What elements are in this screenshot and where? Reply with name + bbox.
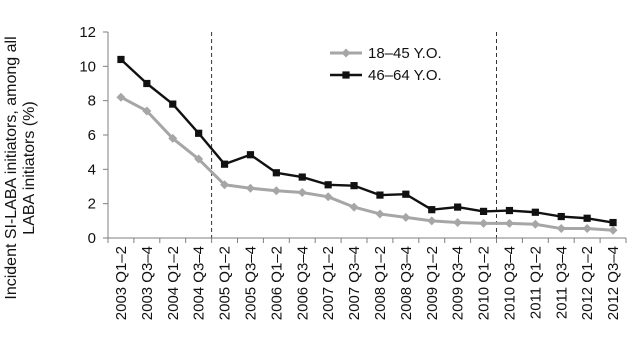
x-tick-label: 2009 Q1–2 <box>424 246 441 320</box>
data-point <box>168 133 178 143</box>
y-tick-label: 4 <box>88 161 96 178</box>
data-series <box>116 55 618 235</box>
y-tick-label: 6 <box>88 127 96 144</box>
x-tick-label: 2006 Q3–4 <box>294 246 311 320</box>
data-point <box>376 191 384 199</box>
y-axis-title-line-1: Incident SI-LABA initiators, among all <box>3 36 20 299</box>
data-point <box>556 224 566 234</box>
data-point <box>582 224 592 234</box>
legend-swatch-marker <box>342 71 350 79</box>
data-point <box>453 218 463 228</box>
data-point <box>427 216 437 226</box>
legend: 18–45 Y.O. 46–64 Y.O. <box>330 45 442 84</box>
y-tick-label: 2 <box>88 196 96 213</box>
y-axis-title-text: Incident SI-LABA initiators, among allLA… <box>3 36 38 299</box>
x-tick-label: 2003 Q3–4 <box>139 246 156 320</box>
legend-label: 46–64 Y.O. <box>368 67 442 84</box>
data-point <box>504 218 514 228</box>
x-tick-label: 2004 Q1–2 <box>165 246 182 320</box>
data-point <box>220 160 229 168</box>
x-tick-label: 2006 Q1–2 <box>268 246 285 320</box>
data-point <box>169 100 177 108</box>
data-point <box>530 219 540 229</box>
data-point <box>454 203 462 211</box>
y-tick-label: 12 <box>79 24 96 41</box>
data-point <box>323 192 333 202</box>
data-point <box>324 181 332 189</box>
x-tick-label: 2008 Q3–4 <box>398 246 415 320</box>
x-tick-label: 2003 Q1–2 <box>113 246 130 320</box>
data-point <box>195 129 203 137</box>
data-point <box>557 212 565 221</box>
data-point <box>143 79 151 88</box>
data-point <box>609 218 617 227</box>
data-point <box>505 206 514 215</box>
x-axis-ticks: 2003 Q1–2 2003 Q3–4 2004 Q1–2 2004 Q3–4 2005… <box>107 238 627 320</box>
data-point <box>375 209 385 219</box>
series-line <box>120 95 614 232</box>
data-point <box>349 202 359 212</box>
y-tick-label: 0 <box>88 230 96 247</box>
data-point <box>194 154 204 164</box>
data-point <box>297 188 307 198</box>
y-tick-label: 8 <box>88 93 96 110</box>
x-tick-label: 2007 Q1–2 <box>320 246 337 320</box>
series-line <box>120 58 614 224</box>
axes <box>107 32 626 239</box>
x-tick-label: 2005 Q1–2 <box>217 246 234 320</box>
data-point <box>608 225 618 235</box>
series-2 <box>117 55 617 227</box>
x-tick-label: 2012 Q1–2 <box>579 246 596 320</box>
data-point <box>271 186 281 196</box>
data-point <box>583 214 591 222</box>
legend-label: 18–45 Y.O. <box>368 45 442 62</box>
x-tick-label: 2005 Q3–4 <box>242 246 259 320</box>
x-tick-label: 2007 Q3–4 <box>346 246 363 320</box>
x-tick-label: 2012 Q3–4 <box>605 246 622 320</box>
series-1 <box>116 92 618 235</box>
data-point <box>479 207 488 215</box>
x-tick-label: 2010 Q1–2 <box>476 246 493 320</box>
y-axis-title-line-2: LABA initiators (%) <box>21 101 38 234</box>
data-point <box>272 169 280 177</box>
period-divider-lines <box>211 32 497 238</box>
data-point <box>402 190 410 198</box>
y-axis-ticks: 0 2 4 6 8 10 12 <box>79 24 108 247</box>
x-tick-label: 2008 Q1–2 <box>372 246 389 320</box>
legend-item-1: 18–45 Y.O. <box>330 45 442 62</box>
data-point <box>116 92 126 102</box>
x-tick-label: 2009 Q3–4 <box>450 246 467 320</box>
x-tick-label: 2004 Q3–4 <box>191 246 208 320</box>
x-tick-label: 2010 Q3–4 <box>501 246 518 320</box>
x-tick-label: 2011 Q3–4 <box>553 246 570 319</box>
y-axis-title: Incident SI-LABA initiators, among allLA… <box>3 36 38 299</box>
data-point <box>220 180 230 190</box>
data-point <box>298 173 306 181</box>
y-tick-label: 10 <box>79 58 96 75</box>
data-point <box>479 218 489 228</box>
data-point <box>531 208 539 216</box>
data-point <box>246 151 255 159</box>
data-point <box>350 182 358 190</box>
data-point <box>428 206 436 214</box>
data-point <box>401 212 411 222</box>
data-point <box>117 55 125 64</box>
legend-swatch-marker <box>341 48 351 58</box>
x-tick-label: 2011 Q1–2 <box>527 246 544 319</box>
data-point <box>142 106 152 116</box>
data-point <box>245 183 255 193</box>
legend-item-2: 46–64 Y.O. <box>330 67 442 84</box>
